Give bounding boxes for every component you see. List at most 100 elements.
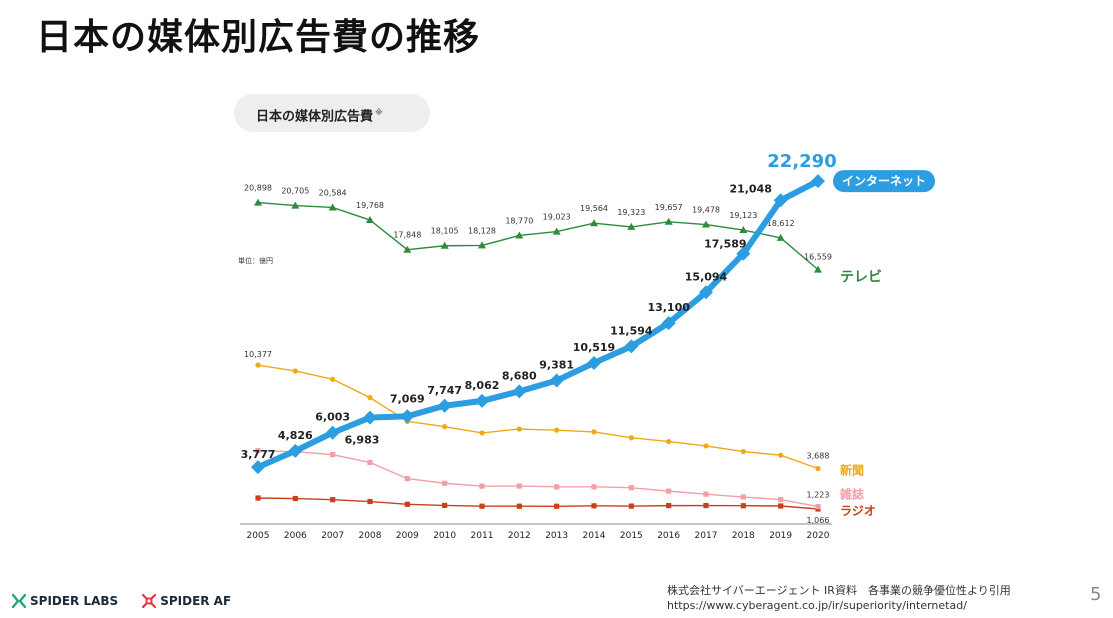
- point-internet-2020: [811, 174, 825, 189]
- x-tick-2007: 2007: [321, 531, 344, 541]
- data-label-radio-2020: 1,066: [807, 516, 830, 525]
- data-label-internet-2008: 6,983: [345, 434, 380, 447]
- data-label-internet-2015: 11,594: [610, 324, 653, 337]
- point-internet-2015: [624, 339, 639, 354]
- logo-spider-labs-text: SPIDER LABS: [30, 594, 119, 608]
- point-radio-2012: [516, 503, 522, 509]
- series-radio: 1,066: [255, 495, 829, 525]
- logo-spider-af: SPIDER AF: [142, 594, 231, 608]
- data-label-tv-2008: 19,768: [356, 201, 384, 210]
- point-tv-2012: [515, 231, 524, 239]
- data-label-internet-2009: 7,069: [390, 392, 425, 405]
- data-label-newspaper-2020: 3,688: [807, 451, 830, 460]
- point-newspaper-2019: [778, 452, 784, 458]
- data-label-internet-2006: 4,826: [278, 429, 313, 442]
- data-label-tv-2010: 18,105: [431, 227, 459, 236]
- data-label-tv-2017: 19,478: [692, 206, 720, 215]
- point-tv-2008: [366, 216, 374, 224]
- point-radio-2013: [554, 503, 560, 509]
- point-tv-2005: [254, 198, 262, 206]
- point-internet-2016: [661, 316, 676, 331]
- series-line-internet: [256, 178, 820, 470]
- point-magazine-2013: [554, 484, 560, 490]
- series-line-radio: [257, 497, 819, 510]
- data-label-internet-2010: 7,747: [427, 384, 462, 397]
- data-label-tv-2006: 20,705: [281, 187, 309, 196]
- point-internet-2009: [400, 409, 415, 424]
- chart-title-mark: ※: [375, 108, 383, 117]
- point-magazine-2010: [442, 480, 448, 486]
- point-newspaper-2020: [815, 465, 821, 472]
- point-internet-2018: [736, 246, 751, 261]
- series-line-tv: [257, 201, 819, 271]
- data-label-tv-2012: 18,770: [505, 216, 533, 225]
- point-magazine-2007: [330, 452, 336, 458]
- point-magazine-2011: [479, 483, 485, 489]
- point-radio-2009: [404, 501, 410, 507]
- data-label-tv-2011: 18,128: [468, 226, 496, 235]
- x-tick-2006: 2006: [284, 531, 307, 541]
- point-tv-2013: [552, 227, 561, 235]
- point-tv-2007: [328, 203, 337, 211]
- legend-internet: インターネット: [833, 170, 935, 193]
- point-radio-2018: [740, 503, 746, 509]
- chart-title: 日本の媒体別広告費: [256, 109, 374, 125]
- x-tick-2015: 2015: [620, 531, 643, 541]
- point-radio-2008: [367, 498, 373, 505]
- point-radio-2014: [591, 503, 597, 509]
- logo-spider-af-text: SPIDER AF: [160, 594, 232, 608]
- point-tv-2015: [627, 222, 636, 230]
- x-tick-2005: 2005: [247, 531, 270, 541]
- x-tick-labels: 2005 2006 2007 2008 2009 2010 2011 2012 2013 2014…: [247, 531, 830, 541]
- point-newspaper-2016: [666, 438, 672, 445]
- point-magazine-2016: [666, 488, 672, 494]
- point-internet-2007: [325, 425, 340, 440]
- point-newspaper-2006: [292, 368, 298, 374]
- data-label-internet-2020: 22,290: [767, 151, 836, 172]
- data-label-tv-2005: 20,898: [244, 184, 272, 193]
- x-tick-2011: 2011: [471, 531, 494, 541]
- point-internet-2011: [475, 393, 489, 408]
- slide-title: 日本の媒体別広告費の推移: [36, 17, 481, 58]
- point-newspaper-2014: [591, 429, 597, 435]
- legend-tv: テレビ: [840, 270, 882, 286]
- point-radio-2006: [292, 495, 298, 502]
- series-magazine: 1,223: [255, 448, 829, 510]
- point-radio-2016: [666, 503, 672, 509]
- data-label-newspaper-2005: 10,377: [244, 350, 272, 359]
- point-magazine-2009: [404, 475, 410, 482]
- data-label-tv-2014: 19,564: [580, 204, 608, 213]
- x-tick-2012: 2012: [508, 531, 531, 541]
- data-label-tv-2015: 19,323: [617, 208, 645, 217]
- point-internet-2006: [288, 443, 303, 458]
- legend-newspaper: 新聞: [840, 462, 864, 477]
- data-label-tv-2018: 19,123: [729, 211, 757, 220]
- x-tick-2017: 2017: [695, 531, 718, 541]
- data-label-internet-2007: 6,003: [315, 411, 350, 424]
- point-newspaper-2012: [516, 426, 522, 432]
- point-tv-2018: [739, 226, 748, 234]
- point-tv-2016: [664, 217, 673, 225]
- x-tick-2009: 2009: [396, 531, 419, 541]
- data-label-internet-2005: 3,777: [241, 448, 276, 461]
- point-magazine-2019: [778, 496, 784, 503]
- x-tick-2020: 2020: [807, 531, 830, 541]
- series-layer: 1,066 1,223 10,377 3,688 20,898 20,705 20,584 1…: [241, 151, 935, 525]
- x-tick-2018: 2018: [732, 531, 755, 541]
- legend-magazine: 雑誌: [839, 487, 864, 502]
- data-label-internet-2018: 17,589: [704, 238, 746, 251]
- chart-title-pill: 日本の媒体別広告費 ※: [234, 94, 430, 132]
- point-tv-2010: [440, 241, 449, 249]
- point-radio-2017: [703, 502, 709, 509]
- point-tv-2009: [403, 245, 412, 253]
- point-tv-2019: [776, 233, 785, 241]
- data-label-internet-2019: 21,048: [729, 182, 771, 195]
- point-magazine-2005: [255, 448, 261, 454]
- x-tick-2008: 2008: [359, 531, 382, 541]
- page-number: 5: [1090, 584, 1102, 605]
- source-credit: 株式会社サイバーエージェント IR資料 各事業の競争優位性より引用 https:…: [667, 583, 1011, 613]
- x-tick-2019: 2019: [769, 531, 792, 541]
- series-tv: 20,898 20,705 20,584 19,768 17,848 18,105 18,1…: [244, 184, 832, 273]
